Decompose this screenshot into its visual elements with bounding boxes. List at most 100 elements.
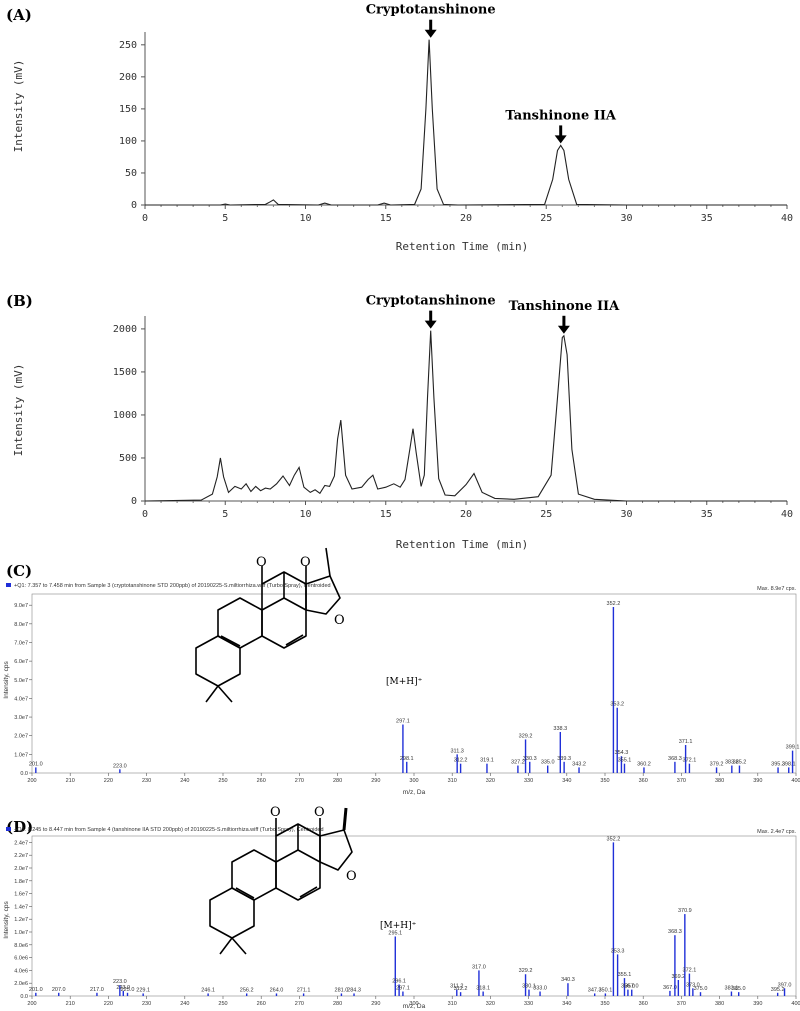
peak-label: 347.3 bbox=[588, 987, 602, 993]
peak-label: Cryptotanshinone bbox=[366, 3, 496, 18]
x-tick-label: 35 bbox=[701, 213, 713, 224]
peak-label: 297.1 bbox=[396, 719, 410, 725]
peak-label: 385.2 bbox=[733, 760, 747, 766]
y-tick-label: 4.0e6 bbox=[14, 968, 28, 974]
panel-label: (A) bbox=[6, 6, 32, 24]
peak-label: 395.3 bbox=[771, 761, 785, 767]
peak-label: 375.0 bbox=[694, 986, 708, 992]
arrow-head-icon bbox=[424, 320, 437, 329]
peak-label: 281.0 bbox=[335, 987, 349, 993]
y-tick-label: 50 bbox=[125, 168, 137, 179]
y-tick-label: 4.0e7 bbox=[14, 696, 28, 702]
peak-label: 373.0 bbox=[686, 982, 700, 988]
peak-label: 223.0 bbox=[113, 763, 127, 769]
x-tick-label: 25 bbox=[540, 509, 552, 520]
x-tick-label: 270 bbox=[295, 778, 304, 784]
x-tick-label: 40 bbox=[781, 509, 793, 520]
chromatogram-trace bbox=[145, 39, 787, 206]
panel-label: (C) bbox=[6, 562, 32, 580]
x-tick-label: 360 bbox=[639, 778, 648, 784]
peak-label: 369.2 bbox=[671, 974, 685, 980]
peak-label: 352.2 bbox=[607, 836, 621, 842]
y-tick-label: 150 bbox=[119, 104, 137, 115]
peak-label: 317.0 bbox=[472, 964, 486, 970]
peak-annotation: Cryptotanshinone bbox=[366, 3, 496, 38]
x-tick-label: 230 bbox=[142, 778, 151, 784]
peak-label: 385.0 bbox=[732, 986, 746, 992]
peak-label: 329.2 bbox=[519, 968, 533, 974]
x-tick-label: 30 bbox=[620, 509, 632, 520]
x-tick-label: 40 bbox=[781, 213, 793, 224]
y-tick-label: 0.0 bbox=[20, 771, 28, 777]
x-tick-label: 300 bbox=[409, 1001, 418, 1007]
y-axis-title: Intensity, cps bbox=[3, 661, 10, 699]
spectrum-peaks: 201.0 223.0 297.1 298.1 311.3 312.2 319.1 327.2… bbox=[29, 601, 800, 773]
peak-label: 207.0 bbox=[52, 987, 66, 993]
peak-label: 318.1 bbox=[476, 986, 490, 992]
peak-label: 353.2 bbox=[610, 702, 624, 708]
panel-a-chromatogram: (A) 0 5 10 15 20 25 30 35 40 0 50 100 150 200 250 Cryp… bbox=[6, 3, 793, 253]
y-tick-label: 0.0 bbox=[20, 994, 28, 1000]
x-tick-label: 0 bbox=[142, 509, 148, 520]
y-tick-label: 6.0e7 bbox=[14, 659, 28, 665]
peak-label: 330.3 bbox=[523, 756, 537, 762]
peak-label: 340.3 bbox=[561, 977, 575, 983]
furan-o-icon: O bbox=[334, 613, 345, 628]
x-tick-label: 20 bbox=[460, 213, 472, 224]
y-tick-label: 1000 bbox=[113, 410, 137, 421]
arrow-head-icon bbox=[557, 325, 570, 334]
peak-label: 356.0 bbox=[621, 984, 635, 990]
y-tick-label: 1.0e7 bbox=[14, 752, 28, 758]
peak-label: 223.9 bbox=[116, 985, 130, 991]
x-axis-title: Retention Time (min) bbox=[396, 538, 528, 551]
peak-label: 298.1 bbox=[400, 756, 414, 762]
x-axis-title: Retention Time (min) bbox=[396, 240, 528, 253]
peak-label: 246.1 bbox=[201, 987, 215, 993]
x-tick-label: 250 bbox=[218, 778, 227, 784]
y-tick-label: 250 bbox=[119, 40, 137, 51]
peak-label: 330.1 bbox=[522, 984, 536, 990]
peak-label: 395.2 bbox=[771, 987, 785, 993]
y-tick-label: 3.0e7 bbox=[14, 715, 28, 721]
x-tick-label: 15 bbox=[380, 213, 392, 224]
peak-label: 399.1 bbox=[786, 745, 800, 751]
y-tick-label: 2.0e7 bbox=[14, 866, 28, 872]
x-tick-label: 25 bbox=[540, 213, 552, 224]
peak-label: 372.1 bbox=[683, 758, 697, 764]
peak-annotation: Tanshinone IIA bbox=[505, 108, 617, 144]
x-tick-label: 210 bbox=[66, 1001, 75, 1007]
x-tick-label: 370 bbox=[677, 1001, 686, 1007]
x-tick-label: 240 bbox=[180, 1001, 189, 1007]
y-tick-label: 1.6e7 bbox=[14, 892, 28, 898]
x-tick-label: 350 bbox=[600, 1001, 609, 1007]
peak-label: 367.0 bbox=[663, 985, 677, 991]
x-tick-label: 340 bbox=[562, 778, 571, 784]
x-tick-label: 290 bbox=[371, 778, 380, 784]
molecular-ion-label: [M+H]⁺ bbox=[380, 921, 417, 931]
x-tick-label: 280 bbox=[333, 778, 342, 784]
x-tick-label: 220 bbox=[104, 778, 113, 784]
x-tick-label: 15 bbox=[380, 509, 392, 520]
peak-label: 319.1 bbox=[480, 758, 494, 764]
x-tick-label: 0 bbox=[142, 213, 148, 224]
peak-label: 297.1 bbox=[396, 986, 410, 992]
x-tick-label: 320 bbox=[486, 1001, 495, 1007]
peak-label: Tanshinone IIA bbox=[509, 299, 621, 314]
peak-label: 370.9 bbox=[678, 908, 692, 914]
molecular-ion-label: [M+H]⁺ bbox=[386, 677, 423, 687]
y-tick-label: 9.0e7 bbox=[14, 603, 28, 609]
peak-label: 264.0 bbox=[270, 987, 284, 993]
y-tick-label: 2000 bbox=[113, 324, 137, 335]
peak-annotations: Cryptotanshinone Tanshinone IIA bbox=[366, 3, 617, 144]
peak-label: 311.2 bbox=[450, 984, 463, 990]
carbonyl-o-icon: O bbox=[314, 805, 325, 820]
x-tick-label: 200 bbox=[27, 778, 36, 784]
x-tick-label: 310 bbox=[448, 778, 457, 784]
x-tick-label: 340 bbox=[562, 1001, 571, 1007]
y-tick-label: 6.0e6 bbox=[14, 956, 28, 962]
peak-label: 343.2 bbox=[572, 761, 586, 767]
y-tick-label: 1.4e7 bbox=[14, 904, 28, 910]
x-axis-title: m/z, Da bbox=[403, 1003, 426, 1010]
x-tick-label: 280 bbox=[333, 1001, 342, 1007]
